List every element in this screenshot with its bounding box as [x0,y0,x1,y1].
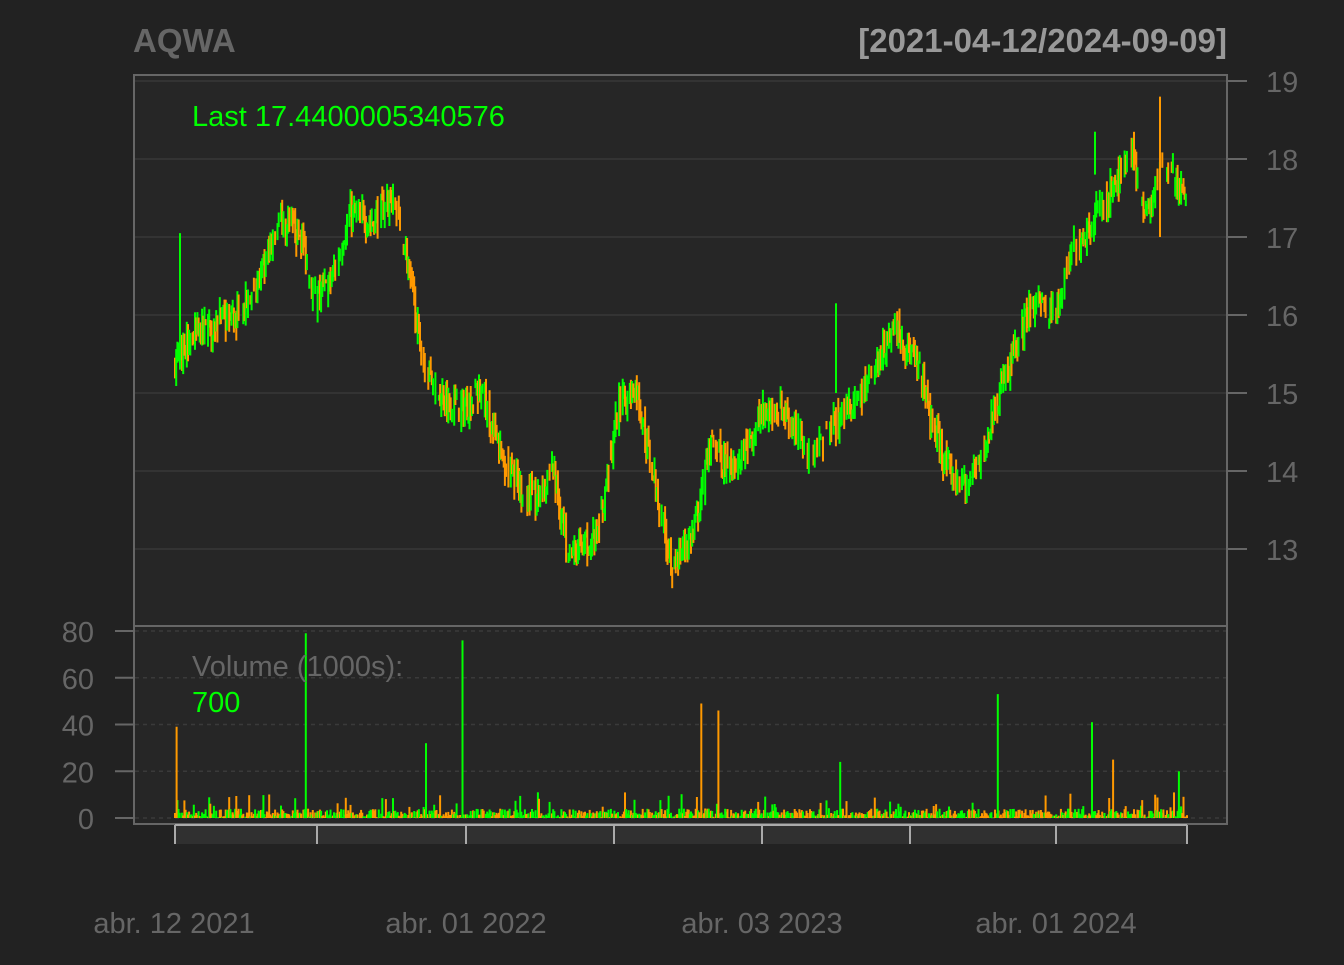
price-series [174,96,1187,589]
volume-y-tick-label: 60 [62,664,94,696]
symbol-title: AQWA [133,22,236,59]
x-label-2021: abr. 12 2021 [93,908,254,940]
x-label-2023: abr. 03 2023 [681,908,842,940]
price-panel-frame [133,74,1228,627]
last-price-label: Last 17.4400005340576 [192,101,505,133]
x-label-2024: abr. 01 2024 [975,908,1136,940]
volume-y-tick-label: 0 [78,804,94,836]
volume-value: 700 [192,687,240,719]
x-axis-band [175,825,1187,844]
price-y-tick-label: 13 [1266,535,1298,567]
x-label-2022: abr. 01 2022 [385,908,546,940]
price-y-tick-label: 14 [1266,457,1298,489]
x-axis-labels: abr. 12 2021 abr. 01 2022 abr. 03 2023 a… [93,908,1136,940]
volume-series [174,633,1188,818]
volume-y-axis: 0 20 40 60 80 [62,617,134,836]
x-axis-ticks [174,825,1188,844]
price-y-tick-label: 17 [1266,223,1298,255]
price-y-tick-label: 19 [1266,67,1298,99]
volume-y-tick-label: 40 [62,711,94,743]
volume-label: Volume (1000s): [192,651,403,683]
volume-y-tick-label: 20 [62,757,94,789]
price-gridlines [135,158,1226,550]
date-range-title: [2021-04-12/2024-09-09] [858,22,1227,59]
price-y-tick-label: 16 [1266,301,1298,333]
price-y-axis: 13 14 15 16 17 18 19 [1227,67,1298,567]
volume-y-tick-label: 80 [62,617,94,649]
price-y-tick-label: 15 [1266,379,1298,411]
price-y-tick-label: 18 [1266,145,1298,177]
